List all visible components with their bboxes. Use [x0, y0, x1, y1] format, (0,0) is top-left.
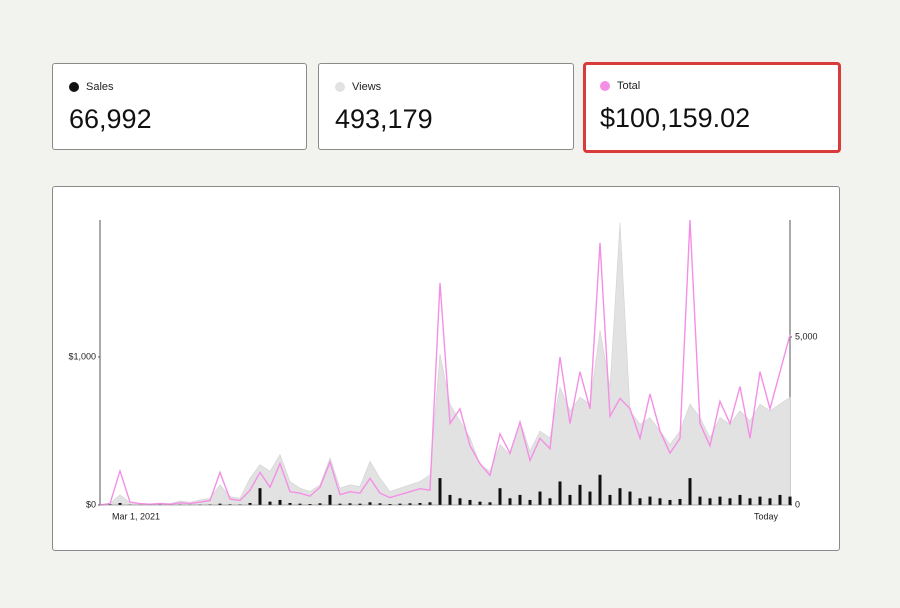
sales-bar [438, 478, 442, 505]
sales-bar [558, 481, 562, 505]
sales-bar [338, 503, 342, 505]
sales-bar [688, 478, 692, 505]
sales-bar [228, 504, 232, 505]
x-tick-label: Mar 1, 2021 [112, 511, 160, 521]
sales-bar [528, 499, 532, 505]
sales-bar [718, 496, 722, 505]
sales-bar [488, 502, 492, 505]
sales-bar [628, 491, 632, 505]
sales-bar [648, 496, 652, 505]
sales-bar [568, 494, 572, 505]
total-card[interactable]: Total $100,159.02 [583, 62, 841, 153]
sales-bar [398, 503, 402, 505]
sales-bar [428, 502, 432, 505]
sales-bar [308, 503, 312, 505]
sales-bar [368, 502, 372, 505]
views-area [99, 222, 791, 506]
sales-bar [348, 503, 352, 505]
card-label: Sales [69, 81, 114, 93]
sales-bar [578, 484, 582, 505]
sales-bar [608, 494, 612, 505]
sales-bar [658, 498, 662, 505]
sales-bar [588, 491, 592, 505]
sales-bar [678, 498, 682, 505]
sales-bar [288, 502, 292, 505]
sales-card[interactable]: Sales 66,992 [52, 63, 307, 150]
sales-bar [388, 503, 392, 505]
y2-tick-label: 5,000 [795, 331, 818, 341]
sales-bar [278, 499, 282, 505]
sales-bar [598, 474, 602, 505]
sales-bar [638, 498, 642, 505]
sales-bar [618, 488, 622, 505]
sales-bar [298, 503, 302, 505]
sales-bar [508, 498, 512, 505]
x-tick-label: Today [754, 511, 779, 521]
label-text: Views [352, 81, 382, 93]
sales-bar [248, 502, 252, 505]
sales-bar [318, 503, 322, 505]
sales-bar [358, 503, 362, 505]
y2-tick-label: 0 [795, 499, 800, 509]
sales-bar [548, 498, 552, 505]
sales-bar [218, 503, 222, 505]
card-label: Views [335, 81, 381, 93]
card-value: 66,992 [69, 104, 152, 134]
legend-dot [69, 82, 79, 92]
sales-bar [668, 499, 672, 505]
sales-bar [518, 494, 522, 505]
total-line [99, 219, 791, 506]
sales-bar [708, 498, 712, 505]
sales-bar [268, 501, 272, 505]
sales-bar [738, 494, 742, 505]
sales-bar [408, 503, 412, 505]
sales-bar [418, 502, 422, 505]
sales-bar [498, 488, 502, 505]
views-card[interactable]: Views 493,179 [318, 63, 574, 150]
sales-bar [118, 502, 122, 505]
label-text: Total [617, 80, 641, 92]
sales-bar [778, 494, 782, 505]
sales-bar [758, 496, 762, 505]
card-value: $100,159.02 [600, 103, 751, 133]
sales-bar [768, 498, 772, 505]
card-label: Total [600, 80, 640, 92]
sales-bar [728, 498, 732, 505]
y-tick-label: $1,000 [68, 351, 96, 361]
sales-bar [788, 496, 792, 505]
label-text: Sales [86, 81, 114, 93]
y-tick-label: $0 [86, 499, 96, 509]
sales-bar [258, 488, 262, 505]
sales-bar [468, 499, 472, 505]
card-value: 493,179 [335, 104, 433, 134]
sales-bar [748, 498, 752, 505]
sales-bar [538, 491, 542, 505]
sales-bar [478, 501, 482, 505]
sales-bar [448, 494, 452, 505]
legend-dot [335, 82, 345, 92]
sales-bar [108, 504, 112, 505]
legend-dot [600, 81, 610, 91]
sales-bar [698, 496, 702, 505]
sales-bar [328, 494, 332, 505]
sales-bar [458, 498, 462, 505]
sales-bar [378, 503, 382, 505]
